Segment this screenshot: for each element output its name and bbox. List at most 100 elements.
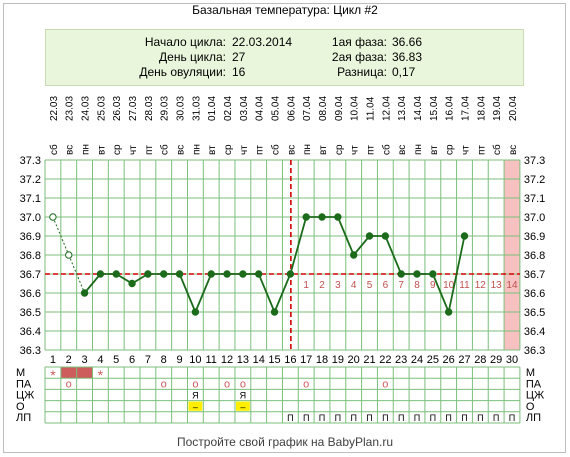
temperature-point — [302, 213, 310, 221]
table-row-label-right: ЛП — [526, 412, 541, 424]
day-number: 7 — [145, 354, 151, 366]
intercourse-mark: о — [240, 378, 246, 390]
y-tick-label-left: 36.5 — [20, 307, 41, 319]
weekday-label: вс — [286, 145, 297, 155]
ovulation-test-mark: – — [240, 402, 245, 412]
weekday-label: сб — [48, 144, 60, 155]
temperature-point — [65, 251, 73, 259]
date-label: 14.04 — [413, 96, 424, 121]
weekday-label: пт — [476, 145, 487, 155]
ovulation-test-fill — [188, 401, 203, 411]
y-tick-label-right: 36.6 — [524, 288, 545, 300]
ovulation-test-fill — [235, 401, 250, 411]
phase-day-number: 6 — [383, 280, 389, 291]
menses-fill — [76, 367, 93, 379]
difference-value: 0,17 — [392, 65, 416, 79]
luteal-phase-mark: П — [366, 413, 372, 423]
temperature-segment — [178, 273, 197, 313]
temperature-point — [80, 289, 89, 297]
table-row-label-left: М — [16, 367, 25, 379]
y-tick-label-right: 36.4 — [524, 326, 545, 338]
day-number: 10 — [189, 354, 201, 366]
day-number: 8 — [161, 354, 167, 366]
ovulation-test-mark: – — [193, 402, 198, 412]
temperature-point — [128, 279, 136, 288]
weekday-label: вт — [96, 145, 107, 155]
cervical-mucus-mark: Я — [240, 391, 247, 401]
weekday-label: вс — [176, 145, 187, 155]
temperature-segment — [68, 254, 86, 294]
temperature-point — [96, 270, 105, 278]
day-number: 9 — [176, 354, 182, 366]
y-tick-label-right: 36.5 — [524, 307, 545, 319]
date-label: 13.04 — [397, 96, 408, 121]
day-number: 18 — [316, 354, 328, 366]
chart-frame — [3, 3, 566, 453]
temperature-point — [239, 270, 247, 278]
date-label: 25.03 — [96, 96, 107, 121]
weekday-label: вт — [429, 145, 440, 155]
luteal-phase-mark: П — [477, 413, 483, 423]
date-label: 09.04 — [334, 96, 345, 121]
weekday-label: вс — [397, 145, 408, 155]
intercourse-mark: о — [382, 378, 388, 390]
luteal-phase-mark: П — [445, 413, 451, 423]
day-number: 29 — [490, 354, 502, 366]
temperature-point — [444, 308, 453, 316]
temperature-point — [286, 270, 295, 278]
weekday-label: пн — [191, 144, 202, 155]
temperature-point — [191, 308, 200, 316]
phase-day-number: 13 — [491, 280, 503, 291]
temperature-point — [381, 232, 390, 240]
day-number: 4 — [97, 354, 103, 366]
date-label: 11.04 — [366, 96, 377, 121]
phase1-value: 36.66 — [392, 35, 423, 49]
weekday-label: пт — [144, 145, 155, 155]
date-label: 26.03 — [112, 96, 123, 121]
table-row-label-left: ЦЖ — [16, 390, 34, 402]
date-label: 02.04 — [223, 96, 234, 121]
footer-link[interactable]: Постройте свой график на BabyPlan.ru — [176, 435, 394, 449]
date-label: 05.04 — [271, 96, 282, 121]
table-row-label-left: ЛП — [16, 412, 31, 424]
chart-title: Базальная температура: Цикл #2 — [192, 3, 378, 17]
day-number: 30 — [506, 354, 518, 366]
temperature-segment — [447, 235, 466, 313]
y-tick-label-left: 37.2 — [20, 174, 41, 186]
y-tick-label-left: 37.1 — [20, 193, 41, 205]
y-tick-label-left: 36.7 — [20, 269, 41, 281]
day-number: 21 — [363, 354, 375, 366]
weekday-label: вт — [318, 145, 329, 155]
day-number: 22 — [379, 354, 391, 366]
day-number: 2 — [66, 354, 72, 366]
luteal-phase-mark: П — [303, 413, 309, 423]
date-label: 19.04 — [492, 96, 503, 121]
date-label: 06.04 — [286, 96, 297, 121]
day-number: 20 — [348, 354, 360, 366]
date-label: 04.04 — [255, 96, 266, 121]
phase2-label: 2ая фаза: — [331, 50, 387, 64]
table-row-label-left: ПА — [16, 378, 32, 390]
phase-day-number: 14 — [506, 280, 518, 291]
date-label: 18.04 — [476, 96, 487, 121]
temperature-segment — [337, 216, 355, 256]
y-tick-label-left: 36.8 — [20, 250, 41, 262]
date-label: 31.03 — [191, 96, 202, 121]
date-label: 07.04 — [302, 96, 313, 121]
intercourse-mark: о — [192, 378, 198, 390]
y-tick-label-left: 36.6 — [20, 288, 41, 300]
weekday-label: ср — [445, 144, 456, 155]
day-number: 3 — [82, 354, 88, 366]
weekday-label: ср — [112, 144, 123, 155]
phase-day-number: 5 — [367, 280, 373, 291]
weekday-label: пт — [255, 145, 266, 155]
day-number: 17 — [300, 354, 312, 366]
day-number: 15 — [268, 354, 280, 366]
y-tick-label-right: 37.3 — [524, 155, 545, 167]
date-label: 23.03 — [65, 96, 76, 121]
day-number: 11 — [206, 354, 217, 366]
weekday-label: чт — [128, 145, 139, 155]
y-tick-label-left: 36.9 — [20, 231, 41, 243]
phase-day-number: 8 — [414, 280, 420, 291]
temperature-point — [144, 270, 152, 278]
